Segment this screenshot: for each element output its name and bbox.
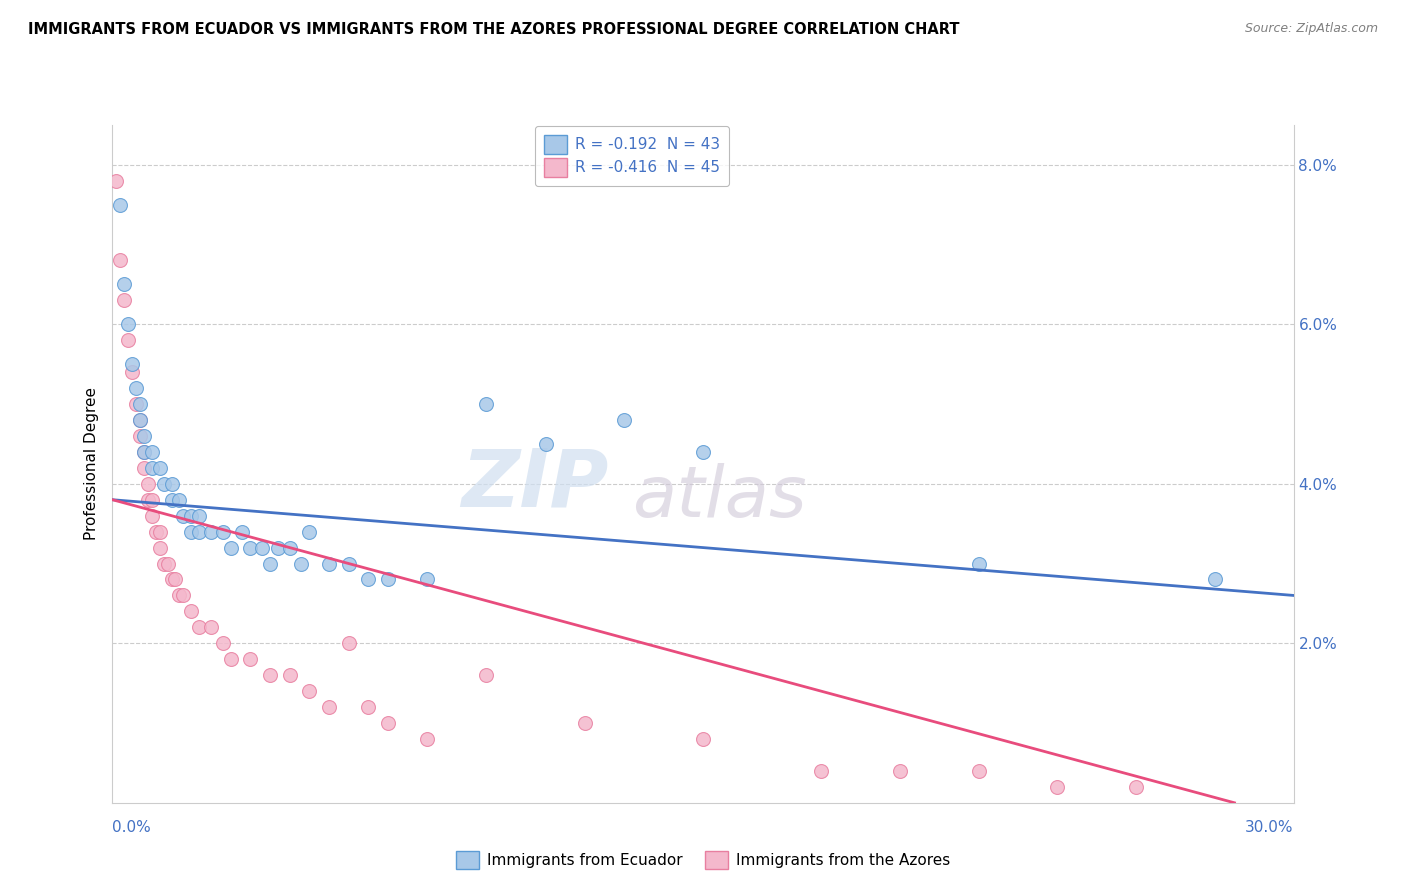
Text: ZIP: ZIP	[461, 445, 609, 524]
Point	[141, 508, 163, 523]
Point	[132, 429, 155, 443]
Point	[112, 277, 135, 292]
Point	[211, 524, 233, 539]
Point	[692, 445, 714, 459]
Point	[149, 524, 172, 539]
Point	[200, 524, 222, 539]
Point	[298, 684, 321, 698]
Text: Source: ZipAtlas.com: Source: ZipAtlas.com	[1244, 22, 1378, 36]
Point	[132, 445, 155, 459]
Point	[160, 476, 183, 491]
Point	[141, 445, 163, 459]
Point	[132, 445, 155, 459]
Point	[967, 557, 990, 571]
Point	[188, 620, 211, 634]
Point	[200, 620, 222, 634]
Point	[278, 541, 301, 555]
Point	[132, 460, 155, 475]
Point	[180, 524, 202, 539]
Point	[149, 541, 172, 555]
Point	[188, 524, 211, 539]
Y-axis label: Professional Degree: Professional Degree	[83, 387, 98, 541]
Point	[692, 731, 714, 746]
Point	[112, 293, 135, 308]
Point	[160, 573, 183, 587]
Point	[141, 460, 163, 475]
Point	[121, 365, 143, 379]
Point	[1204, 573, 1226, 587]
Point	[160, 492, 183, 507]
Point	[298, 524, 321, 539]
Point	[180, 508, 202, 523]
Point	[129, 413, 152, 427]
Point	[165, 573, 187, 587]
Point	[278, 668, 301, 682]
Point	[613, 413, 636, 427]
Point	[169, 492, 191, 507]
Point	[1125, 780, 1147, 794]
Point	[357, 700, 380, 714]
Point	[149, 460, 172, 475]
Point	[290, 557, 312, 571]
Point	[152, 476, 174, 491]
Point	[574, 716, 596, 731]
Point	[377, 716, 399, 731]
Text: IMMIGRANTS FROM ECUADOR VS IMMIGRANTS FROM THE AZORES PROFESSIONAL DEGREE CORREL: IMMIGRANTS FROM ECUADOR VS IMMIGRANTS FR…	[28, 22, 960, 37]
Point	[475, 668, 498, 682]
Point	[318, 700, 340, 714]
Point	[810, 764, 832, 778]
Point	[125, 397, 148, 411]
Point	[105, 174, 128, 188]
Point	[211, 636, 233, 650]
Point	[136, 492, 159, 507]
Point	[239, 652, 262, 666]
Point	[357, 573, 380, 587]
Point	[117, 318, 139, 332]
Text: 0.0%: 0.0%	[112, 820, 152, 835]
Point	[117, 333, 139, 347]
Point	[239, 541, 262, 555]
Point	[141, 492, 163, 507]
Point	[129, 413, 152, 427]
Point	[416, 731, 439, 746]
Point	[967, 764, 990, 778]
Point	[145, 524, 167, 539]
Point	[219, 652, 242, 666]
Legend: R = -0.192  N = 43, R = -0.416  N = 45: R = -0.192 N = 43, R = -0.416 N = 45	[536, 126, 730, 186]
Point	[188, 508, 211, 523]
Point	[259, 668, 281, 682]
Point	[172, 508, 194, 523]
Point	[889, 764, 911, 778]
Point	[1046, 780, 1069, 794]
Point	[259, 557, 281, 571]
Point	[125, 381, 148, 395]
Point	[267, 541, 290, 555]
Point	[169, 589, 191, 603]
Point	[337, 636, 360, 650]
Point	[180, 604, 202, 618]
Point	[152, 557, 174, 571]
Point	[136, 476, 159, 491]
Point	[110, 197, 132, 211]
Point	[129, 397, 152, 411]
Point	[172, 589, 194, 603]
Point	[250, 541, 273, 555]
Point	[156, 557, 179, 571]
Text: atlas: atlas	[633, 463, 807, 533]
Point	[231, 524, 253, 539]
Legend: Immigrants from Ecuador, Immigrants from the Azores: Immigrants from Ecuador, Immigrants from…	[450, 845, 956, 875]
Point	[534, 437, 557, 451]
Point	[337, 557, 360, 571]
Point	[219, 541, 242, 555]
Point	[377, 573, 399, 587]
Point	[121, 357, 143, 371]
Point	[416, 573, 439, 587]
Point	[129, 429, 152, 443]
Point	[475, 397, 498, 411]
Text: 30.0%: 30.0%	[1246, 820, 1294, 835]
Point	[318, 557, 340, 571]
Point	[110, 253, 132, 268]
